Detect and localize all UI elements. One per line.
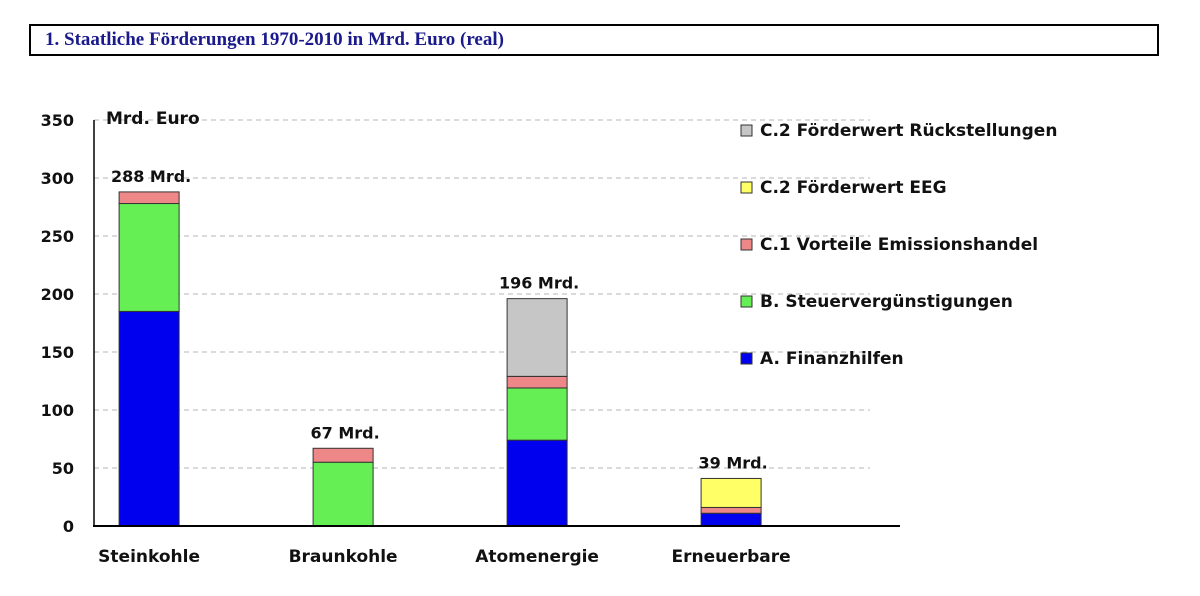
legend-swatch — [740, 124, 753, 137]
bar-segment — [118, 203, 180, 312]
grid-lines — [94, 119, 870, 469]
y-tick-label: 0 — [63, 517, 74, 536]
x-tick-label: Steinkohle — [98, 547, 200, 567]
bar-segment — [506, 298, 568, 377]
legend-swatch — [740, 181, 753, 194]
y-tick-label: 300 — [41, 169, 74, 188]
x-tick-label: Braunkohle — [289, 547, 398, 567]
y-tick-label: 150 — [41, 343, 74, 362]
legend-label: C.2 Förderwert Rückstellungen — [760, 121, 1057, 141]
title-box: 1. Staatliche Förderungen 1970-2010 in M… — [29, 24, 1159, 56]
bars — [118, 191, 762, 527]
legend-label: A. Finanzhilfen — [760, 349, 904, 369]
y-tick-label: 350 — [41, 111, 74, 130]
bar-segment — [118, 191, 180, 205]
bar-segment — [118, 310, 180, 527]
y-tick-label: 100 — [41, 401, 74, 420]
legend-label: B. Steuervergünstigungen — [760, 292, 1013, 312]
bar-segment — [700, 512, 762, 527]
y-tick-label: 50 — [52, 459, 74, 478]
page-title: 1. Staatliche Förderungen 1970-2010 in M… — [45, 29, 504, 50]
x-axis: Steinkohle Braunkohle Atomenergie Erneuerba… — [93, 525, 900, 567]
legend-swatch — [740, 238, 753, 251]
bar-segment — [312, 461, 374, 527]
legend: C.2 Förderwert Rückstellungen C.2 Förderw… — [740, 121, 1057, 369]
bar-segment — [312, 447, 374, 463]
total-labels: 288 Mrd. 67 Mrd. 196 Mrd. 39 Mrd. — [111, 167, 768, 473]
bar-segment — [700, 506, 762, 514]
legend-swatch — [740, 352, 753, 365]
x-tick-label: Erneuerbare — [671, 547, 790, 567]
bar-total-label: 67 Mrd. — [311, 423, 380, 442]
legend-label: C.1 Vorteile Emissionshandel — [760, 235, 1038, 255]
y-axis-title: Mrd. Euro — [106, 109, 200, 129]
bar-segment — [506, 375, 568, 389]
bar-total-label: 196 Mrd. — [499, 274, 579, 293]
legend-swatch — [740, 295, 753, 308]
bar-segment — [506, 439, 568, 527]
bar-total-label: 39 Mrd. — [699, 453, 768, 472]
x-tick-label: Atomenergie — [475, 547, 599, 567]
y-tick-label: 250 — [41, 227, 74, 246]
y-tick-label: 200 — [41, 285, 74, 304]
bar-segment — [700, 477, 762, 508]
legend-label: C.2 Förderwert EEG — [760, 178, 947, 198]
bar-segment — [506, 387, 568, 441]
y-axis: 0 50 100 150 200 250 300 350 — [41, 111, 95, 536]
bar-total-label: 288 Mrd. — [111, 167, 191, 186]
